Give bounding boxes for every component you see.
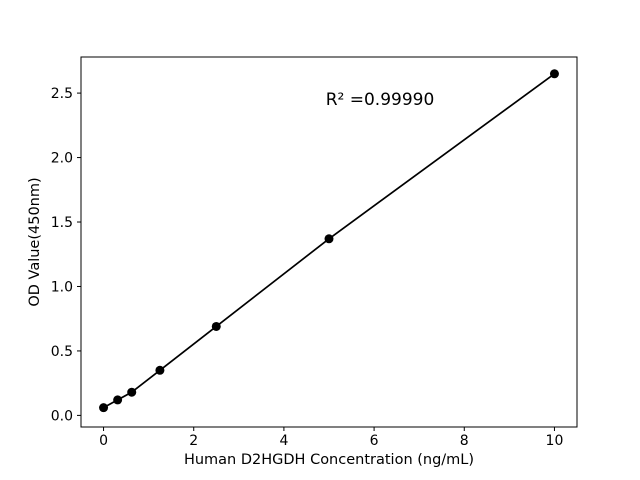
y-axis-label: OD Value(450nm) bbox=[27, 177, 43, 307]
x-tick-label: 10 bbox=[546, 433, 564, 449]
data-point bbox=[113, 395, 123, 405]
x-axis-label: Human D2HGDH Concentration (ng/mL) bbox=[183, 452, 475, 468]
r-squared-annotation: R² =0.99990 bbox=[325, 90, 435, 110]
data-point bbox=[99, 403, 109, 413]
x-tick-label: 2 bbox=[189, 433, 198, 449]
data-point bbox=[324, 234, 334, 244]
x-tick-label: 4 bbox=[279, 433, 288, 449]
y-tick-label: 1.5 bbox=[51, 215, 73, 231]
x-tick-label: 6 bbox=[370, 433, 379, 449]
y-tick-label: 0.0 bbox=[51, 408, 73, 424]
y-tick-label: 2.5 bbox=[51, 86, 73, 102]
data-point bbox=[211, 321, 221, 331]
y-tick-label: 0.5 bbox=[51, 344, 73, 360]
plot-frame bbox=[80, 56, 578, 428]
x-tick-label: 8 bbox=[460, 433, 469, 449]
y-tick-label: 2.0 bbox=[51, 151, 73, 167]
x-tick-label: 0 bbox=[99, 433, 108, 449]
data-point bbox=[549, 69, 559, 79]
y-tick-label: 1.0 bbox=[51, 279, 73, 295]
data-point bbox=[155, 365, 165, 375]
data-point bbox=[127, 387, 137, 397]
